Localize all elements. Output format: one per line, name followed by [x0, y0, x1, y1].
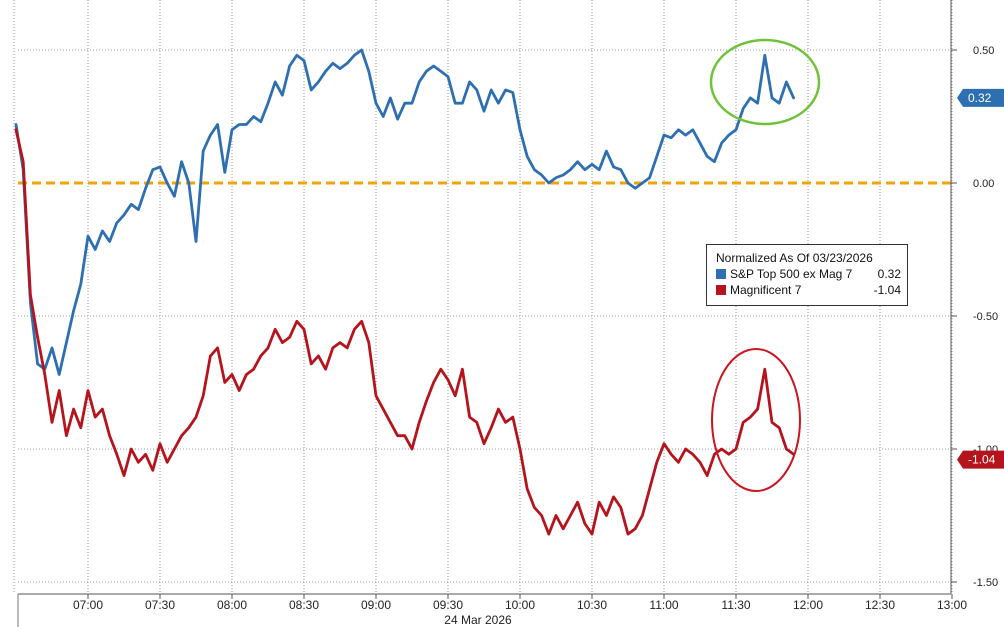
- x-tick-label: 12:30: [865, 598, 895, 612]
- series-line-magnificent-7: [14, 128, 795, 536]
- badge-label: -1.04: [968, 453, 996, 467]
- y-tick-label: 0.00: [973, 178, 994, 190]
- legend-entry-name: Magnificent 7: [730, 283, 802, 297]
- y-tick-label: 0.50: [973, 45, 994, 57]
- series-line-sp-top-500-ex-mag-7: [14, 48, 795, 376]
- x-tick-label: 07:00: [73, 598, 103, 612]
- series-lines: [14, 48, 795, 536]
- date-label: 24 Mar 2026: [444, 613, 512, 627]
- x-axis-ticks: 07:00 07:30 08:00 08:30 09:00 09:30 10:00 10:30…: [73, 594, 967, 612]
- x-tick-label: 11:00: [649, 598, 678, 612]
- legend-entry-value: -1.04: [873, 283, 901, 297]
- legend: Normalized As Of 03/23/2026 S&P Top 500 …: [706, 244, 908, 306]
- legend-swatch-blue: [716, 269, 726, 279]
- y-axis-ticks: 0.500.00-0.50-1.00-1.50: [951, 45, 998, 589]
- badge-label: 0.32: [968, 91, 992, 105]
- badge-sp-last-value: 0.32: [957, 88, 1004, 107]
- x-tick-label: 11:30: [721, 598, 750, 612]
- y-tick-label: -1.50: [973, 577, 998, 589]
- x-tick-label: 10:30: [577, 598, 607, 612]
- x-tick-label: 07:30: [145, 598, 175, 612]
- legend-entry-value: 0.32: [877, 267, 901, 281]
- last-value-badges: 0.32 -1.04: [957, 88, 1004, 469]
- x-tick-label: 08:30: [289, 598, 319, 612]
- x-tick-label: 08:00: [217, 598, 247, 612]
- x-tick-label: 09:00: [361, 598, 391, 612]
- legend-entry-sp-top-500: S&P Top 500 ex Mag 7 0.32: [716, 266, 901, 282]
- x-tick-label: 09:30: [433, 598, 463, 612]
- y-tick-label: -0.50: [973, 311, 998, 323]
- legend-swatch-red: [716, 285, 726, 295]
- legend-title: Normalized As Of 03/23/2026: [716, 251, 873, 265]
- green-highlight-circle: [709, 38, 821, 126]
- x-tick-label: 12:00: [793, 598, 823, 612]
- badge-mag7-last-value: -1.04: [957, 450, 1004, 469]
- legend-entry-magnificent-7: Magnificent 7 -1.04: [716, 282, 901, 298]
- x-tick-label: 10:00: [505, 598, 535, 612]
- x-tick-label: 13:00: [937, 598, 967, 612]
- red-highlight-circle: [711, 348, 801, 492]
- legend-entry-name: S&P Top 500 ex Mag 7: [730, 267, 853, 281]
